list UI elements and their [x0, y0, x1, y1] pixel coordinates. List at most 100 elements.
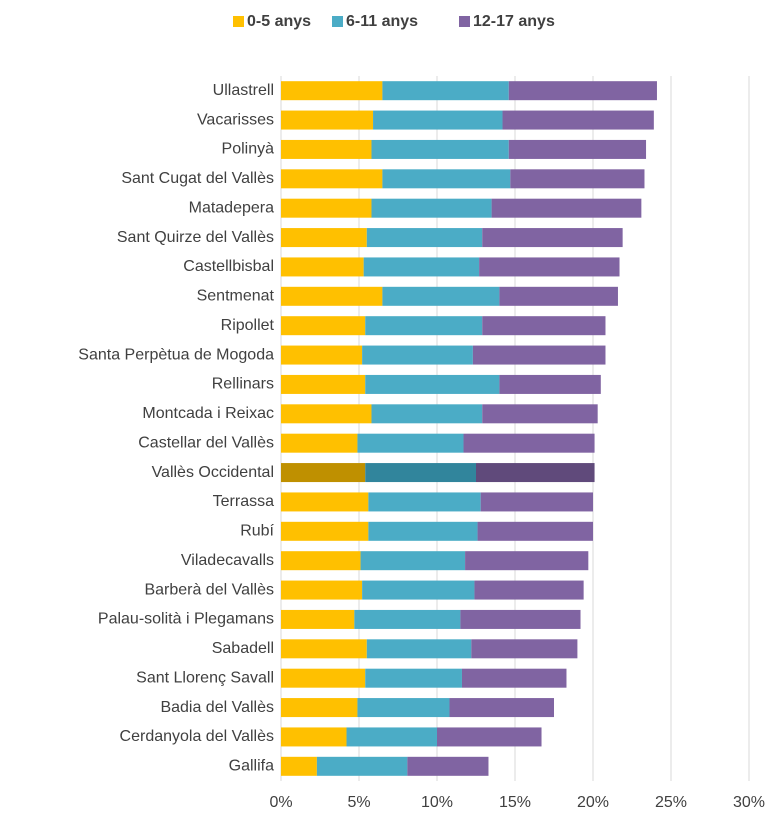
y-tick-label: Vallès Occidental	[152, 464, 274, 481]
bar-segment	[371, 198, 492, 218]
bar-segment	[281, 374, 366, 394]
y-tick-label: Viladecavalls	[181, 552, 274, 569]
y-tick-label: Sentmenat	[197, 288, 275, 305]
bar-segment	[407, 756, 489, 776]
y-tick-label: Sabadell	[212, 640, 274, 657]
y-tick-label: Santa Perpètua de Mogoda	[78, 346, 274, 363]
bar-segment	[499, 286, 618, 306]
bar-segment	[382, 169, 511, 189]
y-tick-label: Castellar del Vallès	[138, 434, 274, 451]
bar-segment	[366, 639, 472, 659]
bar-segment	[281, 139, 372, 159]
y-tick-label: Ripollet	[221, 317, 275, 334]
bar-segment	[366, 228, 483, 248]
bar-segment	[281, 521, 369, 541]
bar-segment	[365, 316, 483, 336]
bar-segment	[281, 492, 369, 512]
bar-segment	[508, 139, 647, 159]
legend-swatch	[332, 16, 343, 27]
bar-segment	[365, 668, 462, 688]
bar-segment	[281, 727, 347, 747]
bar-segment	[281, 110, 374, 130]
bar-segment	[368, 492, 481, 512]
bar-segment	[281, 345, 363, 365]
y-tick-label: Sant Cugat del Vallès	[121, 170, 274, 187]
x-tick-label: 0%	[269, 794, 292, 811]
bar-segment	[281, 286, 383, 306]
bar-segment	[354, 609, 461, 629]
bar-segment	[281, 463, 366, 483]
y-tick-label: Sant Quirze del Vallès	[117, 229, 274, 246]
y-tick-label: Gallifa	[229, 758, 274, 775]
bar-segment	[371, 139, 509, 159]
bar-segment	[281, 756, 317, 776]
bar-segment	[461, 668, 567, 688]
y-tick-label: Rubí	[240, 523, 274, 540]
y-tick-label: Ullastrell	[213, 82, 274, 99]
bar-segment	[476, 463, 595, 483]
legend-swatch	[459, 16, 470, 27]
y-tick-label: Barberà del Vallès	[144, 581, 274, 598]
bar-segment	[281, 169, 383, 189]
bar-segment	[510, 169, 645, 189]
bar-segment	[365, 463, 476, 483]
y-tick-label: Matadepera	[189, 199, 274, 216]
bar-segment	[480, 492, 593, 512]
y-tick-label: Vacarisses	[197, 111, 274, 128]
bar-segment	[362, 580, 475, 600]
bar-segment	[465, 551, 589, 571]
x-tick-label: 5%	[347, 794, 370, 811]
bar-segment	[360, 551, 466, 571]
x-tick-label: 25%	[655, 794, 687, 811]
x-tick-label: 15%	[499, 794, 531, 811]
bar-segment	[281, 404, 372, 424]
y-tick-label: Badia del Vallès	[160, 699, 274, 716]
bar-segment	[474, 580, 584, 600]
bar-segment	[382, 286, 500, 306]
y-tick-label: Cerdanyola del Vallès	[120, 728, 274, 745]
y-tick-label: Polinyà	[222, 141, 275, 158]
bar-segment	[281, 228, 367, 248]
bar-segment	[316, 756, 408, 776]
bar-segment	[281, 580, 363, 600]
bar-segment	[281, 198, 372, 218]
y-tick-label: Montcada i Reixac	[142, 405, 274, 422]
bar-segment	[382, 81, 509, 101]
bar-segment	[365, 374, 500, 394]
x-tick-label: 20%	[577, 794, 609, 811]
bar-segment	[368, 521, 478, 541]
bar-segment	[463, 433, 595, 453]
bar-segment	[449, 698, 554, 718]
bar-segment	[482, 404, 598, 424]
y-tick-label: Castellbisbal	[183, 258, 274, 275]
bar-segment	[281, 668, 366, 688]
y-tick-label: Palau-solità i Plegamans	[98, 611, 274, 628]
legend-label: 0-5 anys	[247, 13, 311, 30]
bar-segment	[281, 316, 366, 336]
x-tick-label: 30%	[733, 794, 765, 811]
bar-segment	[491, 198, 642, 218]
bar-segment	[281, 698, 358, 718]
bar-segment	[371, 404, 483, 424]
bar-segment	[508, 81, 657, 101]
bar-segment	[373, 110, 503, 130]
y-tick-label: Sant Llorenç Savall	[136, 669, 274, 686]
bar-segment	[479, 257, 620, 277]
y-tick-label: Rellinars	[212, 376, 274, 393]
bar-segment	[471, 639, 578, 659]
bar-segment	[357, 698, 450, 718]
bar-segment	[281, 257, 364, 277]
bar-segment	[482, 228, 623, 248]
bar-segment	[482, 316, 606, 336]
x-tick-label: 10%	[421, 794, 453, 811]
legend-swatch	[233, 16, 244, 27]
bar-segment	[357, 433, 464, 453]
bar-segment	[363, 257, 480, 277]
bar-segment	[499, 374, 601, 394]
bar-segment	[281, 433, 358, 453]
bar-segment	[477, 521, 593, 541]
legend-label: 12-17 anys	[473, 13, 555, 30]
bar-segment	[502, 110, 654, 130]
bar-segment	[362, 345, 473, 365]
